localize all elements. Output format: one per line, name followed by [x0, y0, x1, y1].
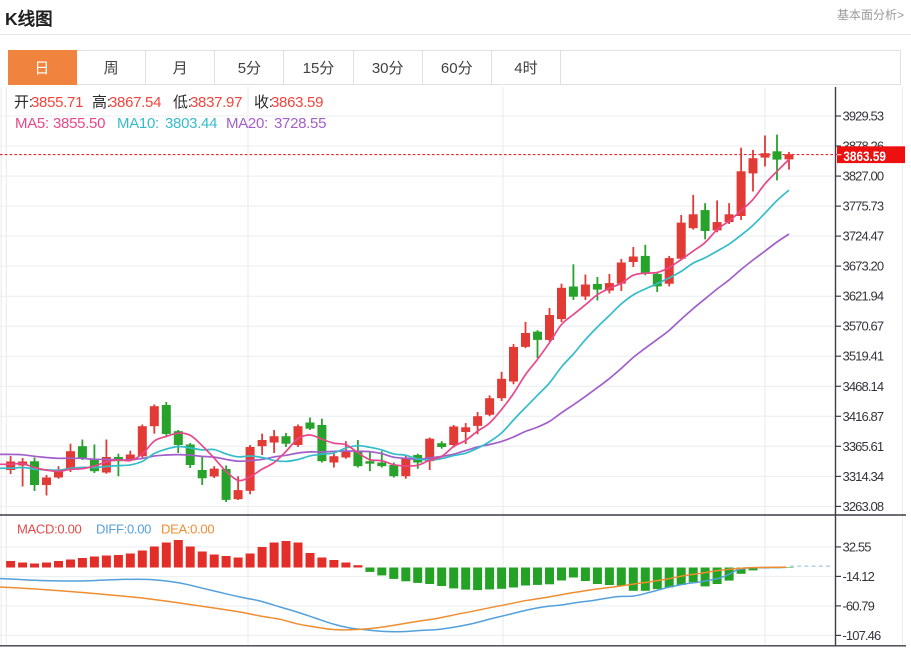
- svg-text:开:: 开:: [14, 94, 33, 111]
- svg-text:MA5:: MA5:: [15, 115, 49, 132]
- svg-text:3867.54: 3867.54: [109, 94, 161, 111]
- svg-text:3416.87: 3416.87: [843, 409, 884, 424]
- svg-text:-60.79: -60.79: [843, 598, 875, 613]
- svg-text:3863.59: 3863.59: [271, 94, 323, 111]
- svg-text:3827.00: 3827.00: [843, 169, 884, 184]
- svg-text:-107.46: -107.46: [843, 628, 881, 643]
- svg-text:MA20:: MA20:: [226, 115, 268, 132]
- svg-text:3837.97: 3837.97: [190, 94, 242, 111]
- svg-text:3728.55: 3728.55: [274, 115, 326, 132]
- svg-text:DIFF:0.00: DIFF:0.00: [96, 522, 151, 537]
- svg-text:收:: 收:: [254, 94, 273, 111]
- svg-text:3863.59: 3863.59: [843, 148, 886, 164]
- svg-text:3775.73: 3775.73: [843, 199, 884, 214]
- svg-text:3724.47: 3724.47: [843, 229, 884, 244]
- svg-text:高:: 高:: [92, 94, 111, 111]
- svg-text:3803.44: 3803.44: [165, 115, 217, 132]
- svg-text:3263.08: 3263.08: [843, 499, 884, 514]
- svg-text:3673.20: 3673.20: [843, 259, 884, 274]
- svg-text:MACD:0.00: MACD:0.00: [17, 522, 82, 537]
- svg-text:3468.14: 3468.14: [843, 379, 884, 394]
- svg-text:3570.67: 3570.67: [843, 319, 884, 334]
- svg-text:32.55: 32.55: [843, 539, 872, 554]
- svg-text:3365.61: 3365.61: [843, 439, 884, 454]
- svg-text:低:: 低:: [173, 94, 192, 111]
- svg-text:3621.94: 3621.94: [843, 289, 884, 304]
- svg-text:DEA:0.00: DEA:0.00: [161, 522, 214, 537]
- svg-text:3855.50: 3855.50: [53, 115, 105, 132]
- svg-text:-14.12: -14.12: [843, 569, 875, 584]
- svg-text:3519.41: 3519.41: [843, 349, 884, 364]
- svg-text:3314.34: 3314.34: [843, 469, 884, 484]
- svg-text:3855.71: 3855.71: [31, 94, 83, 111]
- svg-text:3929.53: 3929.53: [843, 109, 884, 124]
- svg-text:MA10:: MA10:: [117, 115, 159, 132]
